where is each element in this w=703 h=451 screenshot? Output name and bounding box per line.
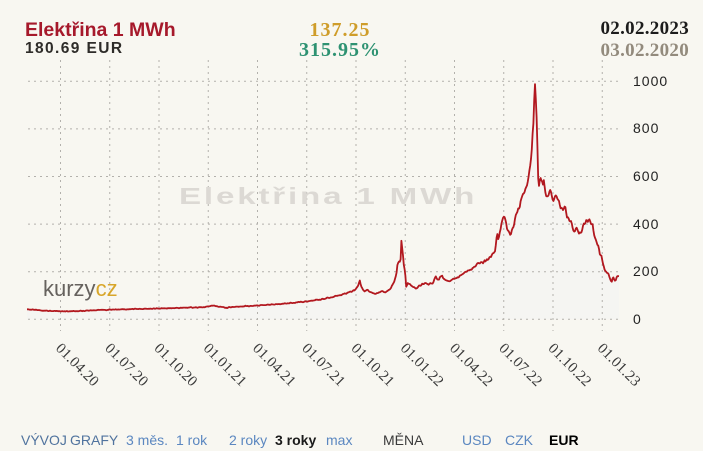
svg-text:01.04.20: 01.04.20 xyxy=(52,341,102,391)
svg-text:01.07.22: 01.07.22 xyxy=(495,341,545,391)
svg-text:01.10.20: 01.10.20 xyxy=(151,341,201,391)
svg-text:01.10.21: 01.10.21 xyxy=(348,341,398,391)
svg-text:01.01.22: 01.01.22 xyxy=(397,341,447,391)
svg-text:01.01.21: 01.01.21 xyxy=(200,341,250,391)
svg-text:01.01.23: 01.01.23 xyxy=(594,341,644,391)
svg-text:01.04.21: 01.04.21 xyxy=(249,341,299,391)
svg-text:01.04.22: 01.04.22 xyxy=(446,341,496,391)
svg-text:01.07.20: 01.07.20 xyxy=(101,341,151,391)
svg-text:01.07.21: 01.07.21 xyxy=(298,341,348,391)
svg-text:01.10.22: 01.10.22 xyxy=(545,341,595,391)
